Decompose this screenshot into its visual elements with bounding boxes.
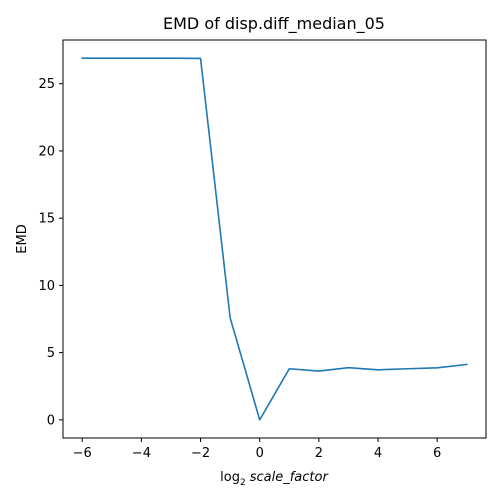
x-tick-label: 6 bbox=[433, 446, 441, 461]
y-tick-label: 20 bbox=[38, 144, 55, 159]
x-tick-label: 2 bbox=[315, 446, 323, 461]
y-tick-label: 25 bbox=[38, 77, 55, 92]
y-axis-label: EMD bbox=[15, 224, 30, 253]
series-layer bbox=[81, 57, 468, 421]
x-ticks: −6 −4 −2 0 2 4 6 bbox=[73, 438, 441, 461]
x-tick-label: 0 bbox=[256, 446, 264, 461]
x-tick-label: −4 bbox=[132, 446, 151, 461]
x-axis-label-subscript: 2 bbox=[240, 478, 246, 488]
chart-title: EMD of disp.diff_median_05 bbox=[163, 14, 385, 34]
plot-background bbox=[63, 40, 486, 438]
y-tick-label: 15 bbox=[38, 212, 55, 227]
series-line bbox=[81, 57, 468, 421]
y-tick-label: 5 bbox=[47, 346, 55, 361]
x-tick-label: 4 bbox=[374, 446, 382, 461]
x-tick-label: −2 bbox=[191, 446, 210, 461]
x-tick-label: −6 bbox=[73, 446, 92, 461]
plot-frame bbox=[62, 39, 487, 439]
x-axis-label-prefix: log bbox=[220, 470, 240, 485]
y-tick-label: 0 bbox=[47, 413, 55, 428]
y-ticks: 0 5 10 15 20 25 bbox=[38, 77, 63, 428]
y-tick-label: 10 bbox=[38, 279, 55, 294]
x-axis-label-italic: scale_factor bbox=[250, 470, 330, 485]
x-axis-label: log2 scale_factor bbox=[220, 470, 329, 488]
